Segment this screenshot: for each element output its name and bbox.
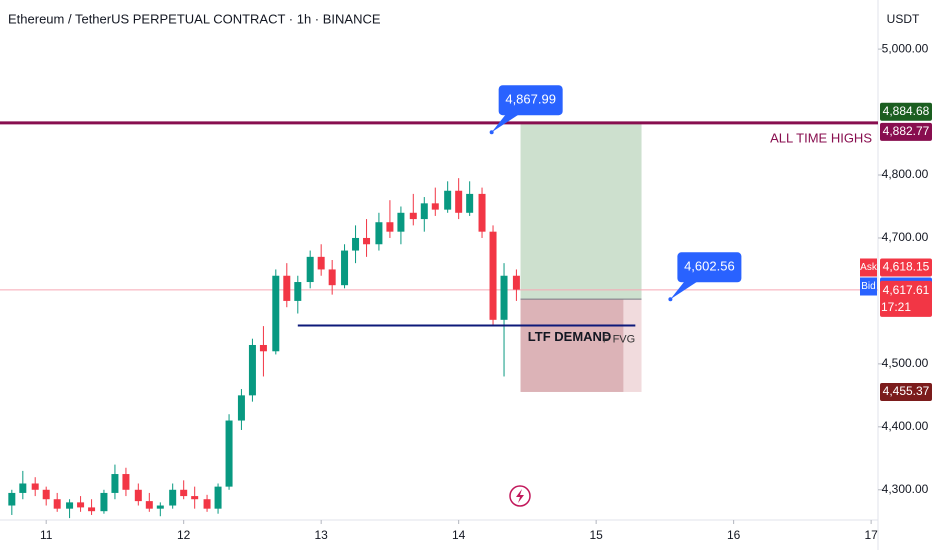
candle-body: [317, 256, 325, 270]
candle-body: [180, 489, 188, 497]
candle-body: [397, 212, 405, 232]
x-tick-label: 16: [727, 528, 741, 542]
callout-tail: [670, 280, 700, 300]
candle-body: [145, 501, 153, 509]
candle-body: [122, 474, 130, 490]
bid-tag: Bid: [861, 281, 875, 292]
candle-body: [306, 256, 314, 283]
candle-body: [31, 483, 39, 490]
price-label-bg: [880, 102, 932, 121]
price-label-bg: [880, 382, 932, 401]
callout-tail: [491, 113, 521, 133]
candle-body: [352, 237, 360, 251]
price-label-bg: [880, 122, 932, 141]
candle-body: [19, 483, 27, 493]
candle-body: [156, 505, 164, 509]
price-label: 4,618.15: [883, 260, 930, 274]
countdown: 17:21: [881, 300, 911, 314]
candle-body: [191, 496, 199, 500]
candle-body: [478, 193, 486, 232]
candle-body: [363, 237, 371, 245]
candle-body: [225, 420, 233, 487]
y-tick-label: 4,400.00: [882, 419, 929, 433]
candle-body: [500, 275, 508, 320]
candle-body: [341, 250, 349, 286]
candle-body: [66, 502, 74, 509]
price-label: 4,455.37: [883, 384, 930, 398]
demand-label: LTF DEMAND: [528, 329, 612, 344]
candle-body: [409, 212, 417, 220]
candle-body: [444, 190, 452, 210]
candle-body: [237, 395, 245, 421]
x-tick-label: 12: [177, 528, 191, 542]
y-tick-label: 5,000.00: [882, 41, 929, 55]
candle-body: [214, 486, 222, 509]
price-label-bg: [880, 258, 932, 277]
last-price-bg: [880, 280, 932, 317]
candle-body: [42, 489, 50, 500]
y-tick-label: 4,500.00: [882, 356, 929, 370]
candle-body: [248, 344, 256, 396]
ask-tag-bg: [860, 258, 877, 277]
candle-body: [489, 231, 497, 320]
ath-label: ALL TIME HIGHS: [770, 130, 872, 145]
candle-body: [283, 275, 291, 301]
loss-zone: [520, 299, 642, 392]
candle-body: [53, 499, 61, 509]
candle-body: [88, 507, 96, 512]
bid-tag-bg: [860, 277, 877, 296]
candle-body: [386, 222, 394, 232]
x-tick-label: 14: [452, 528, 466, 542]
candle-body: [169, 489, 177, 506]
loss-zone-inner: [520, 299, 624, 392]
x-tick-label: 13: [314, 528, 328, 542]
currency-label: USDT: [887, 12, 920, 26]
lightning-icon[interactable]: [509, 485, 531, 507]
chart-title: Ethereum / TetherUS PERPETUAL CONTRACT ·…: [8, 11, 381, 26]
callout-label: 4,867.99: [505, 92, 556, 107]
candle-body: [420, 203, 428, 220]
callout-box: [677, 252, 742, 283]
candle-body: [455, 190, 463, 213]
x-tick-label: 11: [40, 528, 53, 542]
candle-body: [203, 499, 211, 509]
y-tick-label: 4,300.00: [882, 482, 929, 496]
last-price: 4,617.61: [883, 283, 930, 297]
fvg-label: F FVG: [603, 333, 635, 345]
candle-body: [111, 474, 119, 493]
price-label: 4,882.77: [883, 124, 930, 138]
callout-box: [498, 85, 563, 116]
candle-body: [375, 222, 383, 245]
x-tick-label: 15: [589, 528, 603, 542]
candle-body: [328, 269, 336, 286]
candle-body: [134, 489, 142, 502]
y-tick-label: 4,800.00: [882, 167, 929, 181]
y-tick-label: 4,700.00: [882, 230, 929, 244]
candle-body: [466, 193, 474, 213]
callout-label: 4,602.56: [684, 259, 735, 274]
candle-body: [431, 203, 439, 210]
ask-tag: Ask: [860, 262, 878, 273]
price-label: 4,884.68: [883, 104, 930, 118]
x-tick-label: 17: [864, 528, 878, 542]
candle-body: [272, 275, 280, 352]
candle-body: [8, 492, 16, 506]
candle-body: [100, 492, 108, 512]
candle-body: [259, 344, 267, 352]
candle-body: [512, 275, 520, 290]
profit-zone: [520, 121, 642, 300]
candle-body: [77, 502, 85, 508]
candle-body: [294, 282, 302, 301]
